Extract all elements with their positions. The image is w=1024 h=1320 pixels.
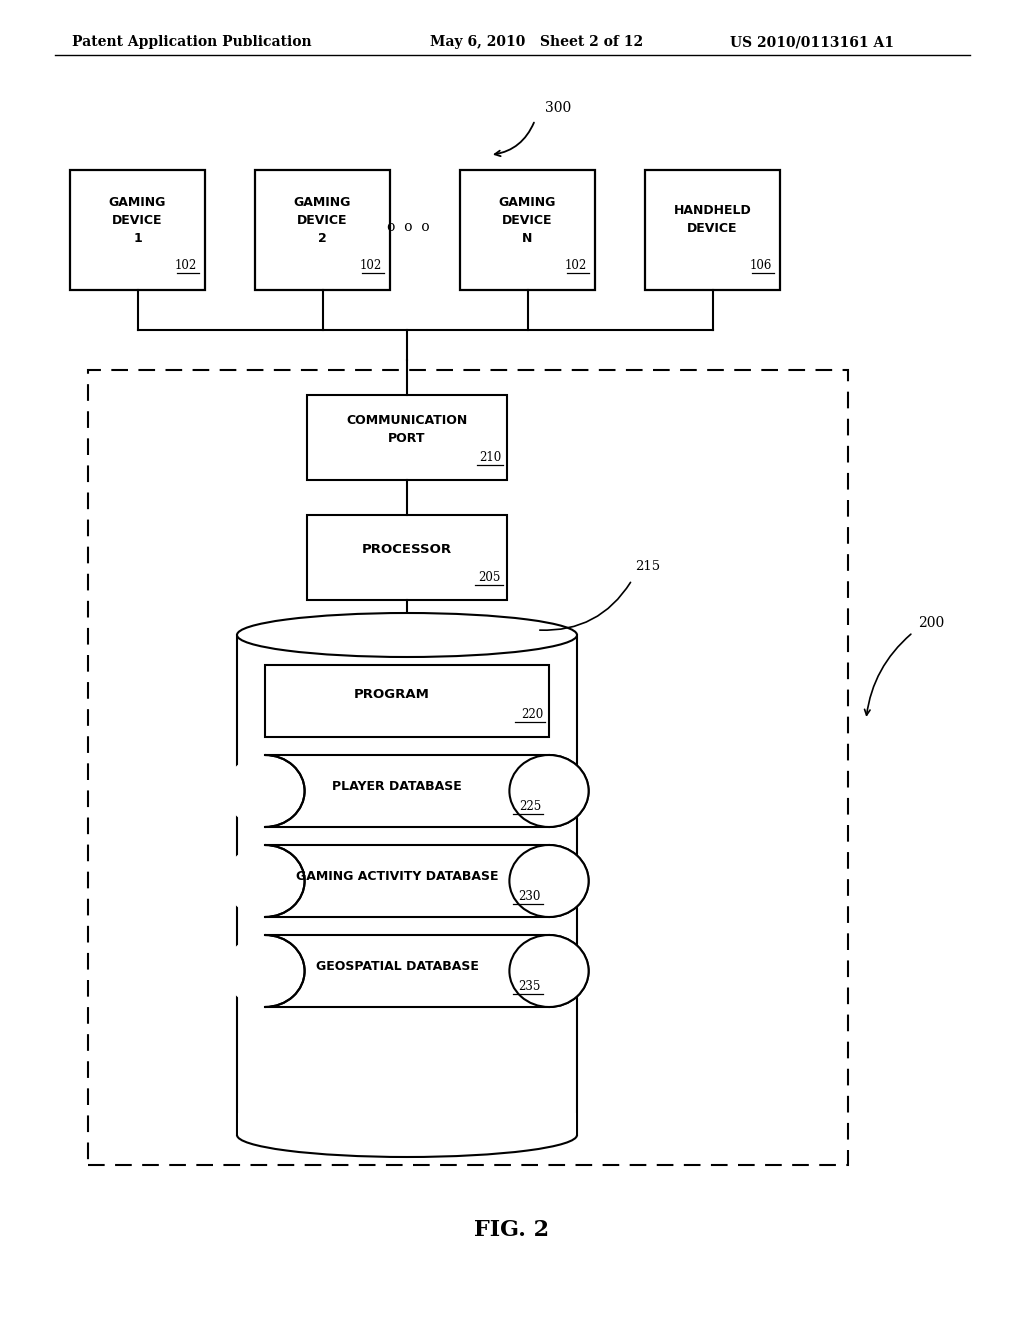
Text: US 2010/0113161 A1: US 2010/0113161 A1 bbox=[730, 36, 894, 49]
Text: 210: 210 bbox=[479, 451, 501, 465]
Text: COMMUNICATION
PORT: COMMUNICATION PORT bbox=[346, 414, 468, 445]
Text: GAMING
DEVICE
1: GAMING DEVICE 1 bbox=[109, 195, 166, 244]
Bar bbox=[265, 665, 549, 737]
Bar bbox=[255, 170, 390, 290]
Text: PLAYER DATABASE: PLAYER DATABASE bbox=[332, 780, 462, 792]
Bar bbox=[460, 170, 595, 290]
Text: May 6, 2010   Sheet 2 of 12: May 6, 2010 Sheet 2 of 12 bbox=[430, 36, 643, 49]
Text: GEOSPATIAL DATABASE: GEOSPATIAL DATABASE bbox=[315, 960, 478, 973]
Text: 215: 215 bbox=[635, 560, 660, 573]
Bar bbox=[265, 935, 549, 1007]
Ellipse shape bbox=[509, 935, 589, 1007]
Text: PROGRAM: PROGRAM bbox=[354, 689, 430, 701]
Text: Patent Application Publication: Patent Application Publication bbox=[72, 36, 311, 49]
Text: 220: 220 bbox=[521, 708, 543, 721]
Text: HANDHELD
DEVICE: HANDHELD DEVICE bbox=[674, 205, 752, 235]
Text: 102: 102 bbox=[359, 259, 382, 272]
Ellipse shape bbox=[225, 755, 304, 828]
Text: 300: 300 bbox=[545, 102, 571, 115]
Text: 102: 102 bbox=[565, 259, 587, 272]
Text: 205: 205 bbox=[478, 572, 501, 583]
Ellipse shape bbox=[225, 935, 304, 1007]
Text: 106: 106 bbox=[750, 259, 772, 272]
Text: 235: 235 bbox=[518, 979, 541, 993]
Bar bbox=[307, 395, 507, 480]
Text: PROCESSOR: PROCESSOR bbox=[361, 543, 452, 556]
Text: GAMING
DEVICE
N: GAMING DEVICE N bbox=[499, 195, 556, 244]
Bar bbox=[265, 755, 549, 828]
Ellipse shape bbox=[237, 612, 577, 657]
Ellipse shape bbox=[509, 755, 589, 828]
Text: 200: 200 bbox=[918, 616, 944, 631]
Text: 225: 225 bbox=[519, 800, 541, 813]
Text: o  o  o: o o o bbox=[387, 220, 429, 234]
Text: FIG. 2: FIG. 2 bbox=[474, 1218, 550, 1241]
Bar bbox=[238, 1113, 575, 1135]
Text: GAMING ACTIVITY DATABASE: GAMING ACTIVITY DATABASE bbox=[296, 870, 499, 883]
Text: 230: 230 bbox=[518, 890, 541, 903]
Bar bbox=[265, 845, 549, 917]
Text: 102: 102 bbox=[175, 259, 197, 272]
Bar bbox=[307, 515, 507, 601]
Bar bbox=[645, 170, 780, 290]
Text: GAMING
DEVICE
2: GAMING DEVICE 2 bbox=[294, 195, 351, 244]
Bar bbox=[88, 370, 848, 1166]
Bar bbox=[70, 170, 205, 290]
Ellipse shape bbox=[225, 845, 304, 917]
Ellipse shape bbox=[509, 845, 589, 917]
